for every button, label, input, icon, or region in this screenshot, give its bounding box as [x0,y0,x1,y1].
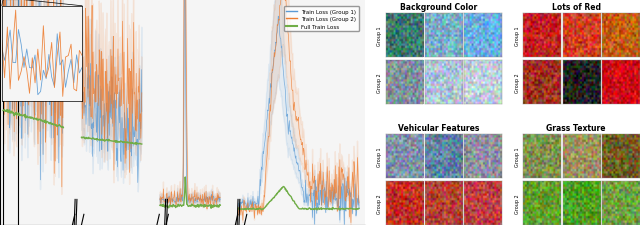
Text: Grass Texture: Grass Texture [547,124,606,133]
Text: Background Color: Background Color [400,3,477,12]
Text: Group 1: Group 1 [377,26,381,45]
Text: Group 2: Group 2 [515,73,520,92]
Text: Group 1: Group 1 [515,26,520,45]
Text: Group 2: Group 2 [377,73,381,92]
Bar [3,0,18,225]
Legend: Train Loss (Group 1), Train Loss (Group 2), Full Train Loss: Train Loss (Group 1), Train Loss (Group … [284,7,358,32]
Text: Lots of Red: Lots of Red [552,3,601,12]
Text: Group 1: Group 1 [377,146,381,166]
Text: Group 1: Group 1 [515,146,520,166]
Text: Group 2: Group 2 [377,193,381,213]
Text: Group 2: Group 2 [515,193,520,213]
Text: Vehicular Features: Vehicular Features [397,124,479,133]
